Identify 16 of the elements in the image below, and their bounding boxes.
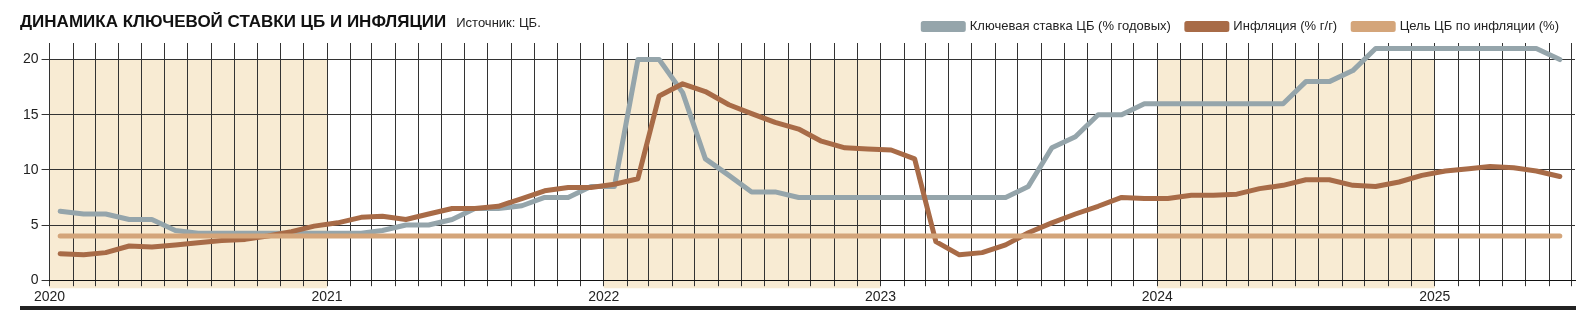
- x-tick-label: 2022: [588, 288, 620, 305]
- legend-label: Ключевая ставка ЦБ (% годовых): [969, 18, 1171, 34]
- x-tick-label: 2021: [311, 288, 343, 305]
- y-tick-label: 10: [22, 160, 39, 177]
- y-tick-label: 0: [30, 271, 39, 288]
- y-tick-label: 5: [30, 215, 39, 232]
- text: Источник: ЦБ.: [456, 15, 541, 30]
- legend-label: Инфляция (% г/г): [1233, 18, 1338, 34]
- x-tick-label: 2025: [1419, 288, 1451, 305]
- y-tick-label: 20: [22, 50, 39, 67]
- legend-label: Цель ЦБ по инфляции (%): [1399, 18, 1560, 34]
- chart-title: ДИНАМИКА КЛЮЧЕВОЙ СТАВКИ ЦБ И ИНФЛЯЦИИ: [20, 12, 447, 31]
- x-tick-label: 2024: [1141, 288, 1174, 305]
- x-tick-label: 2023: [864, 288, 897, 305]
- x-tick-label: 2020: [33, 288, 66, 305]
- y-tick-label: 15: [22, 105, 39, 122]
